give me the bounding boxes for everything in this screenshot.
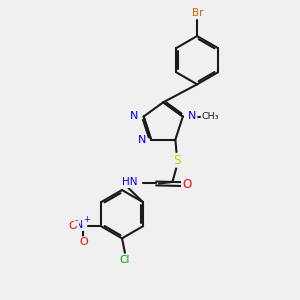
Text: N: N: [137, 135, 146, 145]
Text: +: +: [83, 215, 90, 224]
Text: Br: Br: [192, 8, 203, 18]
Text: CH₃: CH₃: [202, 112, 219, 121]
Text: O: O: [79, 237, 88, 247]
Text: Cl: Cl: [120, 254, 130, 265]
Text: N: N: [130, 111, 138, 121]
Text: -: -: [75, 215, 78, 225]
Text: O: O: [182, 178, 191, 190]
Text: O: O: [68, 221, 77, 231]
Text: HN: HN: [122, 177, 138, 187]
Text: N: N: [188, 111, 196, 121]
Text: N: N: [75, 220, 83, 230]
Text: S: S: [173, 154, 181, 167]
